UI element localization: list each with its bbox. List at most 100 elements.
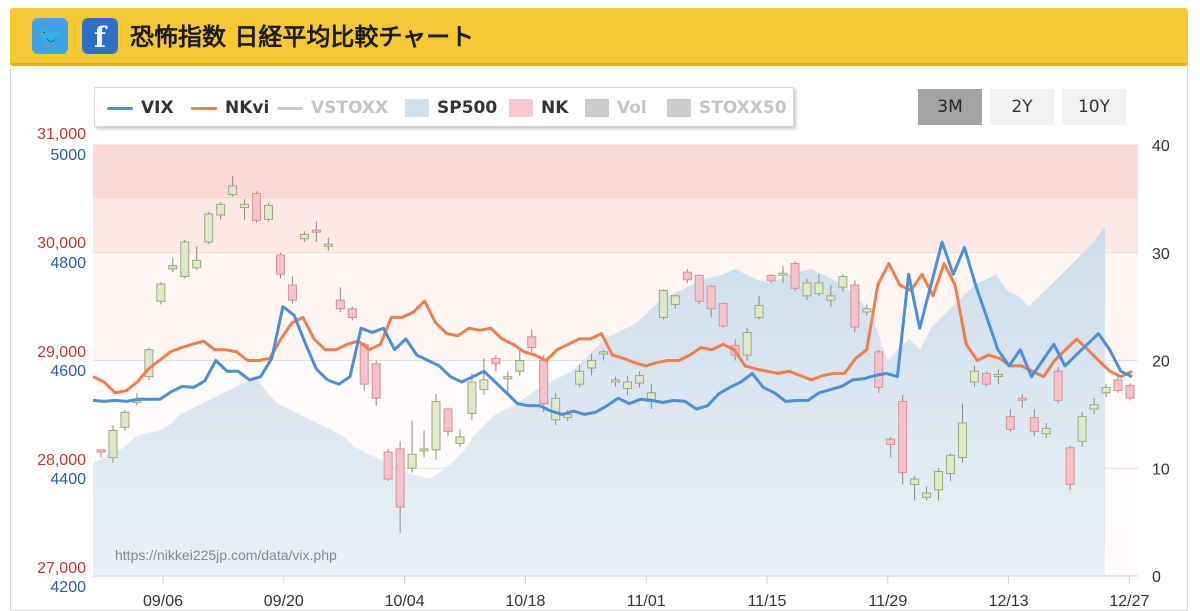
candle-body xyxy=(898,400,908,474)
vix-axis-label: 20 xyxy=(1152,354,1170,371)
candle-body xyxy=(287,284,297,301)
x-tick-label: 09/20 xyxy=(264,593,304,610)
legend-label: NKvi xyxy=(225,98,270,118)
range-button-3m[interactable]: 3M xyxy=(918,89,982,125)
candle-body xyxy=(969,370,979,383)
candle-body xyxy=(1005,416,1015,430)
legend-item-nk[interactable]: NK xyxy=(509,88,568,128)
candle-body xyxy=(1077,416,1087,442)
chart-legend: VIX NKvi VSTOXX SP500 NK Vol STOXX50 xyxy=(94,87,794,127)
x-tick-label: 11/29 xyxy=(868,593,907,610)
candle-body xyxy=(96,449,106,453)
twitter-button[interactable]: 🐦 xyxy=(32,18,68,54)
candle-body xyxy=(993,374,1003,378)
sp-axis-label: 4800 xyxy=(50,255,86,272)
series-vix-line xyxy=(92,240,1133,416)
legend-item-vol[interactable]: Vol xyxy=(585,88,647,128)
candle-body xyxy=(658,289,668,318)
legend-item-vstoxx[interactable]: VSTOXX xyxy=(277,88,388,128)
candle-body xyxy=(1065,447,1075,485)
x-tick-label: 12/27 xyxy=(1109,593,1149,610)
candle-body xyxy=(120,411,130,428)
legend-swatch xyxy=(191,106,217,110)
legend-label: Vol xyxy=(617,98,647,118)
candle-body xyxy=(515,360,525,372)
candle-body xyxy=(826,295,836,301)
candle-body xyxy=(766,274,776,282)
candle-body xyxy=(922,492,932,498)
candle-body xyxy=(467,381,477,414)
candle-body xyxy=(156,283,166,302)
candle-body xyxy=(108,430,118,458)
vix-axis-label: 40 xyxy=(1152,138,1170,155)
legend-item-sp500[interactable]: SP500 xyxy=(405,88,497,128)
candle-body xyxy=(240,203,250,208)
x-tick-label: 09/06 xyxy=(143,593,183,610)
watermark-url: https://nikkei225jp.com/data/vix.php xyxy=(115,547,337,563)
candle-body xyxy=(814,282,824,295)
legend-label: STOXX50 xyxy=(699,98,787,118)
candle-body xyxy=(1041,427,1051,435)
page-title: 恐怖指数 日経平均比較チャート xyxy=(130,23,475,51)
candle-body xyxy=(431,400,441,451)
candle-body xyxy=(1053,370,1063,401)
x-tick-label: 11/15 xyxy=(748,593,787,610)
x-tick-label: 11/01 xyxy=(627,593,666,610)
facebook-button[interactable]: f xyxy=(82,18,118,54)
vix-axis-label: 30 xyxy=(1152,246,1170,263)
candle-body xyxy=(957,422,967,458)
candle-body xyxy=(527,336,537,349)
range-button-2y[interactable]: 2Y xyxy=(990,89,1054,125)
legend-label: VIX xyxy=(141,98,174,118)
candle-body xyxy=(419,448,429,452)
candle-body xyxy=(539,360,549,405)
candle-body xyxy=(347,308,357,318)
nk-axis-label: 27,000 xyxy=(37,560,86,577)
x-tick-label: 10/04 xyxy=(385,593,425,610)
axes: 09/06 09/20 10/04 10/18 11/01 11/15 11/29 12/13… xyxy=(37,126,1170,610)
legend-label: SP500 xyxy=(437,98,498,118)
candle-body xyxy=(622,381,632,390)
candle-body xyxy=(563,413,573,419)
vix-lines xyxy=(92,240,1133,416)
candle-body xyxy=(862,308,872,313)
candle-body xyxy=(1125,384,1135,399)
candle-body xyxy=(551,397,561,421)
legend-swatch xyxy=(277,106,303,110)
candle-body xyxy=(323,243,333,247)
zone-0 xyxy=(93,145,1138,199)
candle-body xyxy=(180,241,190,277)
legend-swatch xyxy=(667,99,691,117)
candle-body xyxy=(443,408,453,433)
candle-body xyxy=(1101,386,1111,394)
vix-axis-label: 0 xyxy=(1152,569,1161,586)
candle-body xyxy=(144,349,154,378)
candle-body xyxy=(407,453,417,469)
nk-axis-label: 31,000 xyxy=(37,126,86,143)
candle-body xyxy=(694,274,704,302)
legend-item-vix[interactable]: VIX xyxy=(107,88,174,128)
candle-body xyxy=(599,351,609,355)
range-button-10y[interactable]: 10Y xyxy=(1062,89,1126,125)
x-tick-label: 12/13 xyxy=(989,593,1029,610)
legend-item-nkvi[interactable]: NKvi xyxy=(191,88,269,128)
candle-body xyxy=(634,375,644,384)
candle-body xyxy=(790,263,800,289)
sp-axis-label: 5000 xyxy=(50,147,86,164)
candle-body xyxy=(946,454,956,475)
candle-body xyxy=(192,259,202,269)
candle-body xyxy=(455,436,465,444)
candle-body xyxy=(264,204,274,220)
candle-body xyxy=(275,254,285,275)
facebook-icon: f xyxy=(93,21,107,54)
header-bar: 🐦 f 恐怖指数 日経平均比較チャート xyxy=(10,8,1188,66)
candle-body xyxy=(311,229,321,233)
legend-item-stoxx50[interactable]: STOXX50 xyxy=(667,88,787,128)
legend-swatch xyxy=(107,106,133,110)
candle-body xyxy=(670,295,680,305)
candle-body xyxy=(838,275,848,288)
legend-swatch xyxy=(509,99,533,117)
candle-body xyxy=(886,438,896,446)
legend-swatch xyxy=(405,99,429,117)
